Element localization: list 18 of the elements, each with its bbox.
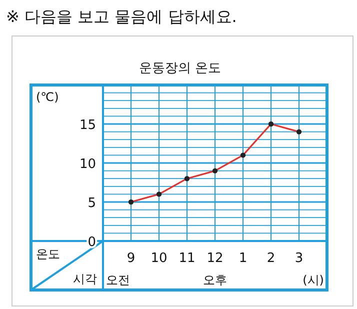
y-axis-title: 온도 xyxy=(36,247,60,261)
text: 오후 xyxy=(203,273,227,287)
text: 오전 xyxy=(106,273,130,287)
x-tick-label: 3 xyxy=(294,251,304,266)
x-axis-title: 시각 xyxy=(73,272,97,286)
y-tick-label: 5 xyxy=(88,196,96,211)
chart-title: 운동장의 온도 xyxy=(138,61,222,76)
y-tick-label: 10 xyxy=(79,157,96,172)
x-tick-label: 12 xyxy=(206,251,224,266)
text: ※ 다음을 보고 물음에 답하세요. xyxy=(6,7,237,26)
x-tick-label: 2 xyxy=(266,251,276,266)
x-tick-label: 10 xyxy=(150,251,168,266)
x-tick-label: 1 xyxy=(238,251,248,266)
text: (℃) xyxy=(36,90,59,104)
y-tick-label: 15 xyxy=(79,118,96,133)
x-tick-label: 11 xyxy=(178,251,196,266)
text: (시) xyxy=(302,273,324,287)
x-tick-label: 9 xyxy=(126,251,136,266)
